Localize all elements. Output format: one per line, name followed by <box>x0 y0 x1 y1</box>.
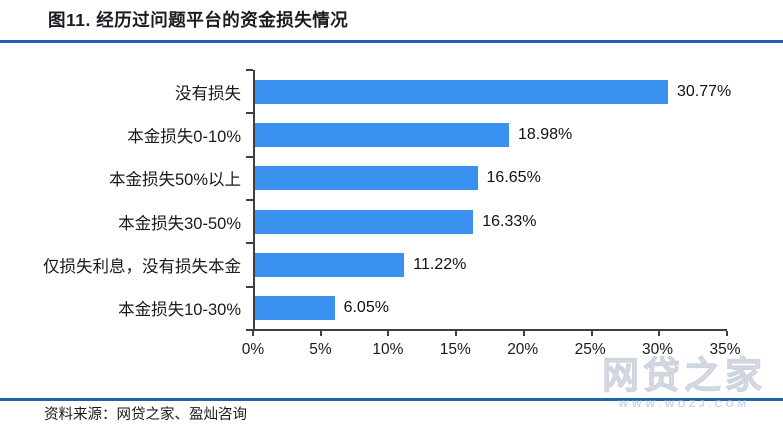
bar <box>253 166 478 191</box>
category-label: 没有损失 <box>175 84 241 103</box>
y-axis <box>246 69 255 331</box>
bar <box>253 122 509 147</box>
chart-row: 本金损失10-30% 6.05% <box>0 287 783 330</box>
x-axis-tick <box>658 331 661 336</box>
bar <box>253 252 405 277</box>
chart-row: 本金损失0-10% 18.98% <box>0 113 783 156</box>
bar-area: 6.05% <box>253 287 725 330</box>
chart-row: 没有损失 30.77% <box>0 70 783 113</box>
x-axis-tick <box>726 331 728 336</box>
x-tick-label: 0% <box>241 341 265 358</box>
x-axis-tick <box>590 331 593 336</box>
y-axis-tick <box>246 199 253 201</box>
category-label: 本金损失30-50% <box>118 214 241 233</box>
chart-row: 仅损失利息，没有损失本金 11.22% <box>0 243 783 286</box>
bar-chart: 没有损失 30.77% 本金损失0-10% 18.98% 本金损失50%以上 16.65%… <box>0 69 783 358</box>
value-label: 11.22% <box>413 255 467 273</box>
value-label: 30.77% <box>676 82 732 100</box>
category-label: 本金损失50%以上 <box>108 171 241 190</box>
x-tick-label: 5% <box>309 341 332 358</box>
value-label: 16.33% <box>482 212 537 230</box>
category-label: 仅损失利息，没有损失本金 <box>43 257 241 276</box>
bar-area: 18.98% <box>253 113 725 156</box>
bar-area: 11.22% <box>253 243 725 286</box>
x-axis <box>252 329 728 336</box>
x-axis-tick <box>522 331 525 336</box>
y-axis-tick <box>246 69 253 71</box>
value-label: 6.05% <box>343 299 389 317</box>
y-axis-tick <box>246 329 253 331</box>
bar-area: 16.33% <box>253 200 725 243</box>
top-divider <box>0 40 783 43</box>
bar <box>253 296 335 321</box>
value-label: 16.65% <box>486 169 541 187</box>
x-axis-tick <box>455 331 458 336</box>
chart-rows: 没有损失 30.77% 本金损失0-10% 18.98% 本金损失50%以上 16.65%… <box>0 70 783 330</box>
chart-row: 本金损失50%以上 16.65% <box>0 157 783 200</box>
source-note: 资料来源：网贷之家、盈灿咨询 <box>44 407 247 423</box>
x-tick-label: 25% <box>574 341 606 358</box>
bar <box>253 79 668 104</box>
bar-area: 30.77% <box>253 70 731 113</box>
y-axis-tick <box>246 112 253 115</box>
x-axis-tick <box>387 331 390 336</box>
x-axis-tick <box>252 331 254 336</box>
chart-title: 图11. 经历过问题平台的资金损失情况 <box>48 10 349 30</box>
watermark: 网贷之家 WWW.WDZJ.COM <box>589 355 779 410</box>
y-axis-tick <box>246 155 253 158</box>
x-tick-label: 15% <box>439 341 471 358</box>
x-tick-label: 30% <box>642 341 674 358</box>
chart-row: 本金损失30-50% 16.33% <box>0 200 783 243</box>
y-axis-tick <box>246 242 253 245</box>
x-tick-label: 35% <box>709 341 741 358</box>
y-axis-tick <box>246 285 253 288</box>
bar-area: 16.65% <box>253 157 725 200</box>
x-axis-tick <box>319 331 322 336</box>
category-label: 本金损失10-30% <box>118 301 241 320</box>
bar <box>253 209 474 234</box>
x-tick-labels: 0% 5% 10% 15% 20% 25% 30% 35% <box>242 341 741 361</box>
bottom-divider <box>0 398 783 401</box>
watermark-logo: 网贷之家 <box>602 355 766 396</box>
category-label: 本金损失0-10% <box>127 127 241 146</box>
value-label: 18.98% <box>517 125 573 143</box>
x-tick-label: 20% <box>507 341 539 358</box>
x-tick-label: 10% <box>372 341 404 358</box>
